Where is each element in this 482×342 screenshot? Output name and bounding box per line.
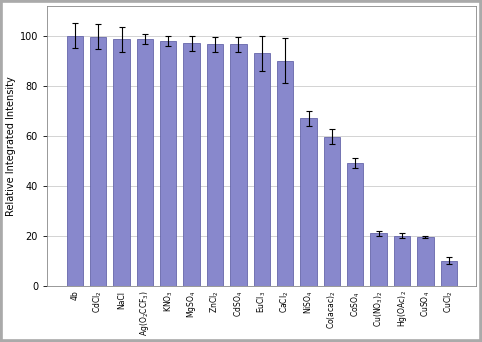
Bar bbox=[300, 118, 317, 286]
Bar bbox=[160, 41, 176, 286]
Bar bbox=[207, 44, 223, 286]
Bar bbox=[277, 61, 294, 286]
Bar bbox=[417, 237, 434, 286]
Bar bbox=[254, 53, 270, 286]
Bar bbox=[324, 137, 340, 286]
Bar bbox=[137, 39, 153, 286]
Bar bbox=[230, 44, 247, 286]
Bar bbox=[441, 261, 457, 286]
Bar bbox=[184, 43, 200, 286]
Bar bbox=[394, 236, 410, 286]
Y-axis label: Relative Integrated Intensity: Relative Integrated Intensity bbox=[6, 76, 15, 215]
Bar bbox=[347, 163, 363, 286]
Bar bbox=[90, 37, 107, 286]
Bar bbox=[113, 39, 130, 286]
Bar bbox=[67, 36, 83, 286]
Bar bbox=[371, 233, 387, 286]
